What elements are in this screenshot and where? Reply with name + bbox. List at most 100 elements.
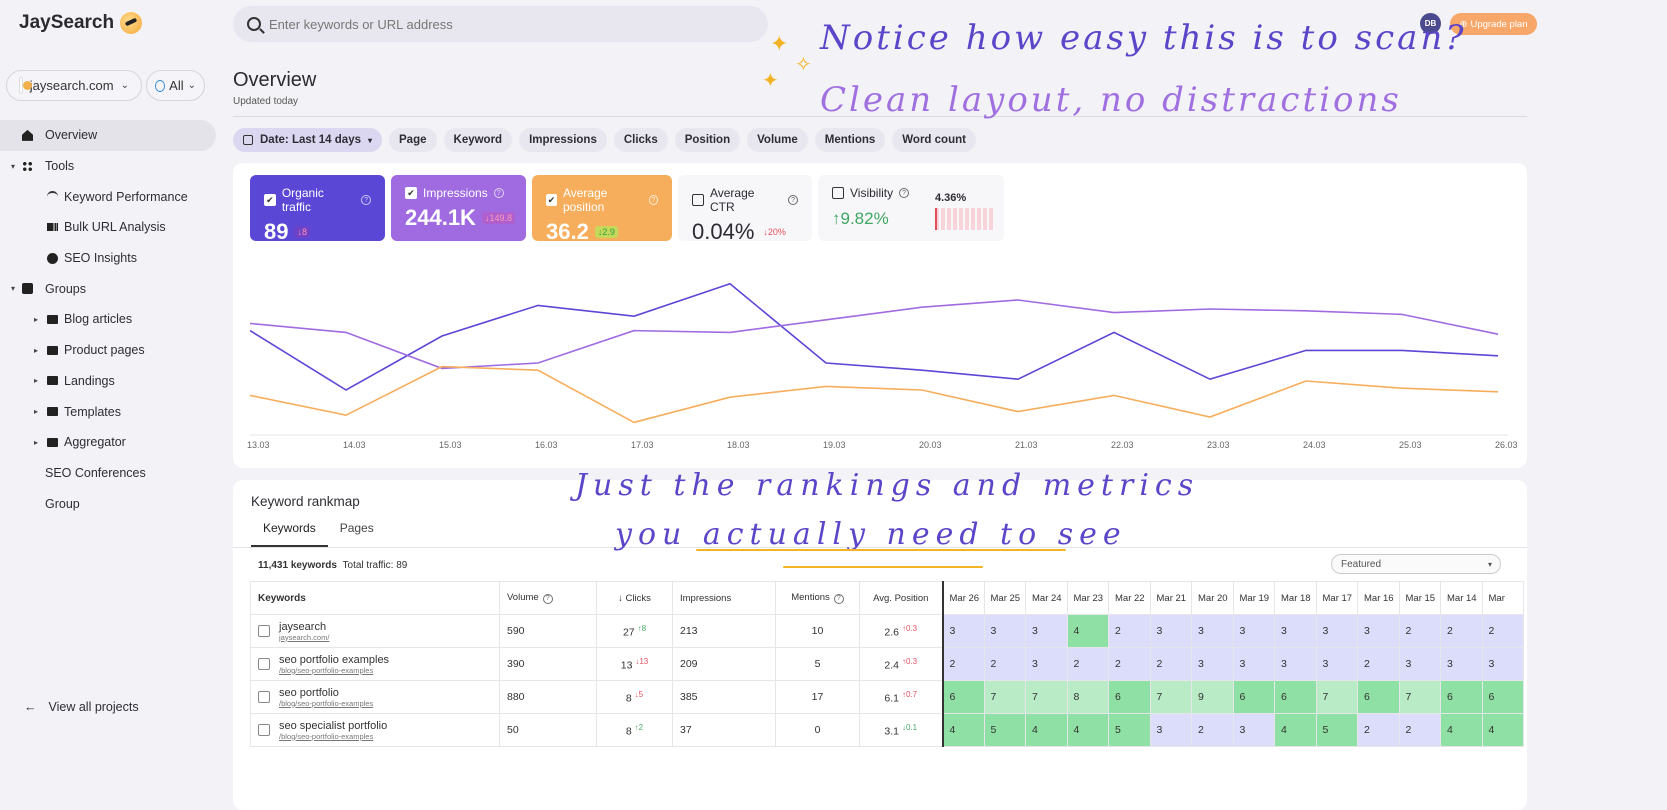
series-line xyxy=(249,299,1499,370)
caret-right-icon[interactable]: ▸ xyxy=(34,376,39,386)
col-volume[interactable]: Volume? xyxy=(499,581,597,615)
tab-pages[interactable]: Pages xyxy=(339,521,374,535)
sidebar-nav: Overview ▾ Tools Keyword Performance Bulk… xyxy=(0,120,216,519)
metric-impressions[interactable]: ✔ Impressions? 244.1K ↓149.8 xyxy=(391,175,526,241)
keyword-url-link[interactable]: /blog/seo-portfolio-examples xyxy=(279,731,374,741)
sidebar-item-overview[interactable]: Overview xyxy=(0,120,216,151)
filter-word-count[interactable]: Word count xyxy=(892,128,976,152)
rank-cell: 2 xyxy=(1108,647,1151,681)
rank-cell: 7 xyxy=(1025,680,1068,714)
rank-cell: 2 xyxy=(1191,713,1234,747)
caret-right-icon[interactable]: ▸ xyxy=(34,407,39,417)
col-clicks[interactable]: ↓ Clicks xyxy=(596,581,673,615)
sort-dropdown[interactable]: Featured ▾ xyxy=(1331,554,1501,574)
logo[interactable]: JaySearch xyxy=(19,12,143,34)
folder-icon xyxy=(47,314,58,324)
help-icon[interactable]: ? xyxy=(542,593,553,604)
sidebar-item-bulk-url-analysis[interactable]: Bulk URL Analysis xyxy=(0,212,216,243)
keyword-url-link[interactable]: /blog/seo-portfolio-examples xyxy=(279,665,374,675)
project-selector[interactable]: jaysearch.com ⌄ xyxy=(6,70,142,101)
date-filter[interactable]: Date: Last 14 days ▾ xyxy=(233,128,383,152)
sidebar-item-blog-articles[interactable]: ▸ Blog articles xyxy=(0,304,216,335)
tab-keywords[interactable]: Keywords xyxy=(251,521,328,547)
rank-cell: 7 xyxy=(983,680,1026,714)
help-icon[interactable]: ? xyxy=(361,195,371,205)
checkbox-icon[interactable] xyxy=(692,194,704,206)
caret-right-icon[interactable]: ▸ xyxy=(34,437,39,447)
nav-label: SEO Insights xyxy=(64,251,137,266)
search-input[interactable] xyxy=(269,16,749,32)
filter-keyword[interactable]: Keyword xyxy=(443,128,513,152)
caret-down-icon[interactable]: ▾ xyxy=(11,161,16,171)
checkbox-checked-icon[interactable]: ✔ xyxy=(264,194,276,206)
filter-page[interactable]: Page xyxy=(389,128,437,152)
series-line xyxy=(249,365,1499,424)
sidebar-item-landings[interactable]: ▸ Landings xyxy=(0,366,216,397)
table-row[interactable]: seo specialist portfolio/blog/seo-portfo… xyxy=(250,713,1524,747)
help-icon[interactable]: ? xyxy=(833,593,844,604)
rank-cell: 4 xyxy=(941,713,985,747)
filter-impressions[interactable]: Impressions xyxy=(519,128,607,152)
upgrade-plan-button[interactable]: ⊕ Upgrade plan xyxy=(1450,13,1537,35)
sidebar-item-groups[interactable]: ▾ Groups xyxy=(0,273,216,304)
metric-visibility[interactable]: Visibility? ↑9.82% 4.36% xyxy=(818,175,1004,241)
table-row[interactable]: seo portfolio/blog/seo-portfolio-example… xyxy=(250,680,1524,714)
sidebar-item-aggregator[interactable]: ▸ Aggregator xyxy=(0,427,216,458)
rank-cell: 2 xyxy=(941,647,985,681)
rank-cell: 3 xyxy=(1232,713,1275,747)
bird-logo-icon xyxy=(120,12,143,34)
help-icon[interactable]: ? xyxy=(899,188,910,198)
metric-value: ↑9.82% xyxy=(832,209,889,228)
checkbox-icon[interactable] xyxy=(832,187,844,199)
keyword-cell: jaysearch jaysearch.com/ xyxy=(250,614,500,648)
position-delta: ↑0.3 xyxy=(901,656,918,666)
globe-icon xyxy=(155,79,166,92)
filter-position[interactable]: Position xyxy=(674,128,741,152)
search-bar[interactable] xyxy=(233,6,768,42)
checkbox-checked-icon[interactable]: ✔ xyxy=(546,194,557,206)
metric-average-position[interactable]: ✔ Average position? 36.2 ↓2.9 xyxy=(532,175,672,244)
sidebar-item-group[interactable]: Group xyxy=(0,488,216,519)
table-row[interactable]: seo portfolio examples/blog/seo-portfoli… xyxy=(250,647,1524,681)
col-avg-position[interactable]: Avg. Position xyxy=(859,581,943,615)
sidebar-item-templates[interactable]: ▸ Templates xyxy=(0,396,216,427)
col-keywords[interactable]: Keywords xyxy=(250,581,500,615)
sidebar-item-seo-conferences[interactable]: SEO Conferences xyxy=(0,458,216,489)
sidebar-item-tools[interactable]: ▾ Tools xyxy=(0,151,216,182)
col-mentions[interactable]: Mentions? xyxy=(775,581,860,615)
nav-label: Overview xyxy=(45,128,98,143)
metric-average-ctr[interactable]: Average CTR? 0.04% ↓20% xyxy=(678,175,812,244)
caret-right-icon[interactable]: ▸ xyxy=(34,345,39,355)
table-row[interactable]: jaysearch jaysearch.com/590 27 ↑8 213 10 2.6 … xyxy=(250,614,1524,648)
impressions-cell: 37 xyxy=(672,713,776,747)
metric-label: Visibility xyxy=(850,186,894,200)
rank-cell: 3 xyxy=(941,614,985,648)
keyword-url-link[interactable]: jaysearch.com/ xyxy=(279,632,330,642)
help-icon[interactable]: ? xyxy=(493,188,504,198)
filter-mentions[interactable]: Mentions xyxy=(814,128,886,152)
x-tick-label: 20.03 xyxy=(919,440,942,450)
help-icon[interactable]: ? xyxy=(788,195,798,205)
caret-right-icon[interactable]: ▸ xyxy=(34,314,39,324)
row-checkbox[interactable] xyxy=(258,724,270,736)
filter-volume[interactable]: Volume xyxy=(747,128,808,152)
sidebar-item-product-pages[interactable]: ▸ Product pages xyxy=(0,335,216,366)
keyword-name: seo portfolio xyxy=(279,686,339,699)
sidebar-item-keyword-performance[interactable]: Keyword Performance xyxy=(0,181,216,212)
caret-down-icon[interactable]: ▾ xyxy=(11,284,16,294)
row-checkbox[interactable] xyxy=(258,658,270,670)
filter-clicks[interactable]: Clicks xyxy=(613,128,668,152)
sidebar-item-seo-insights[interactable]: SEO Insights xyxy=(0,243,216,274)
avatar[interactable]: DB xyxy=(1420,13,1441,34)
keyword-url-link[interactable]: /blog/seo-portfolio-examples xyxy=(279,698,374,708)
checkbox-checked-icon[interactable]: ✔ xyxy=(405,187,417,199)
col-impressions[interactable]: Impressions xyxy=(672,581,776,615)
metric-organic-traffic[interactable]: ✔ Organic traffic? 89 ↓8 xyxy=(250,175,385,244)
page-title: Overview xyxy=(233,69,317,91)
region-selector[interactable]: All ⌄ xyxy=(146,70,205,101)
divider xyxy=(233,116,1527,117)
row-checkbox[interactable] xyxy=(258,691,270,703)
row-checkbox[interactable] xyxy=(258,625,270,637)
view-all-projects-link[interactable]: ← View all projects xyxy=(24,700,139,714)
help-icon[interactable]: ? xyxy=(648,195,658,205)
